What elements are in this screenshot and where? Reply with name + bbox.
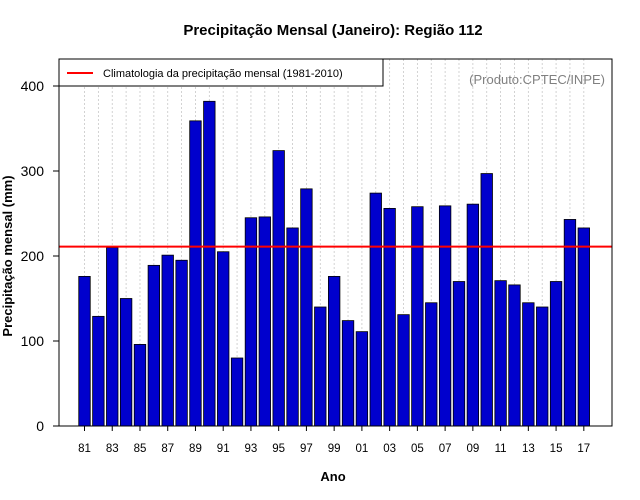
bar-05 <box>412 207 424 426</box>
x-tick-label: 01 <box>356 443 369 455</box>
bar-89 <box>190 121 202 426</box>
bar-97 <box>301 189 313 426</box>
x-axis-label: Ano <box>320 469 345 484</box>
y-tick-label: 0 <box>36 418 44 434</box>
x-tick-label: 03 <box>383 443 396 455</box>
x-tick-label: 91 <box>217 443 230 455</box>
precipitation-chart: Precipitação Mensal (Janeiro): Região 11… <box>0 0 640 500</box>
bar-09 <box>467 204 479 426</box>
bar-15 <box>550 282 562 427</box>
bar-02 <box>370 193 382 426</box>
y-tick-label: 400 <box>21 78 45 94</box>
bar-10 <box>481 174 493 426</box>
y-tick-label: 200 <box>21 248 45 264</box>
bar-16 <box>564 219 576 426</box>
bar-86 <box>148 265 160 426</box>
x-tick-label: 15 <box>550 443 563 455</box>
x-tick-label: 07 <box>439 443 452 455</box>
x-tick-label: 97 <box>300 443 313 455</box>
bar-84 <box>120 299 132 427</box>
legend-entry: Climatologia da precipitação mensal (198… <box>103 68 343 80</box>
bar-88 <box>176 260 188 426</box>
bar-85 <box>134 344 146 426</box>
y-axis-label: Precipitação mensal (mm) <box>0 175 15 336</box>
x-tick-label: 89 <box>189 443 202 455</box>
x-tick-label: 95 <box>272 443 285 455</box>
bar-94 <box>259 217 271 426</box>
x-tick-label: 83 <box>106 443 119 455</box>
bar-04 <box>398 315 410 426</box>
bar-08 <box>453 282 465 427</box>
x-tick-label: 13 <box>522 443 535 455</box>
bar-95 <box>273 151 285 426</box>
bar-90 <box>204 101 216 426</box>
bar-17 <box>578 228 590 426</box>
x-tick-label: 17 <box>577 443 590 455</box>
x-tick-label: 05 <box>411 443 424 455</box>
x-tick-label: 09 <box>466 443 479 455</box>
x-tick-label: 87 <box>161 443 174 455</box>
bar-91 <box>217 252 229 426</box>
x-tick-label: 93 <box>245 443 258 455</box>
bar-06 <box>426 303 438 426</box>
y-tick-label: 100 <box>21 333 45 349</box>
x-tick-label: 99 <box>328 443 341 455</box>
bar-14 <box>536 307 548 426</box>
bar-82 <box>93 316 105 426</box>
bar-01 <box>356 332 368 426</box>
bar-83 <box>106 248 118 427</box>
x-tick-label: 85 <box>134 443 147 455</box>
y-axis: 0 100 200 300 400 <box>21 78 59 434</box>
bar-87 <box>162 255 174 426</box>
bar-12 <box>509 285 520 426</box>
bar-81 <box>79 276 91 426</box>
x-tick-label: 11 <box>495 443 507 455</box>
source-annotation: (Produto:CPTEC/INPE) <box>469 72 605 87</box>
bar-99 <box>328 276 340 426</box>
y-tick-label: 300 <box>21 163 45 179</box>
bar-13 <box>523 303 535 426</box>
bar-00 <box>342 321 354 426</box>
legend: Climatologia da precipitação mensal (198… <box>59 59 383 86</box>
bar-92 <box>231 358 243 426</box>
chart-title: Precipitação Mensal (Janeiro): Região 11… <box>183 22 482 39</box>
bar-07 <box>439 206 451 426</box>
bar-93 <box>245 218 257 426</box>
bar-03 <box>384 208 396 426</box>
x-axis: 81 83 85 87 89 91 93 95 97 99 01 03 05 07 09 11 13 15 17 <box>78 426 590 455</box>
bar-96 <box>287 228 299 426</box>
bar-11 <box>495 281 507 426</box>
bar-98 <box>315 307 327 426</box>
x-tick-label: 81 <box>78 443 91 455</box>
